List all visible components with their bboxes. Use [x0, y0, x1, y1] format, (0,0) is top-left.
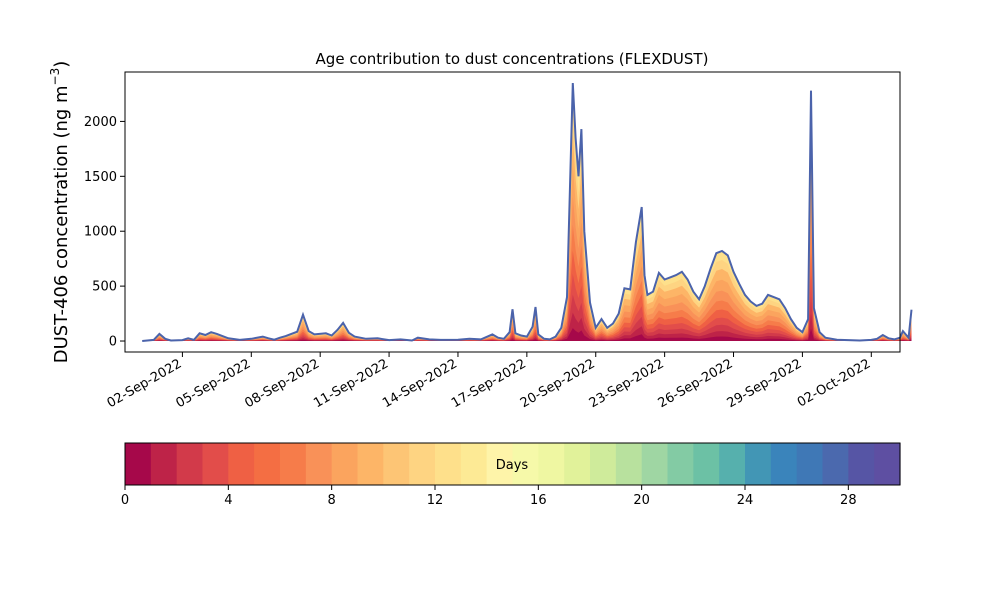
colorbar-swatch: [460, 443, 488, 485]
plot-area: [124, 71, 913, 353]
y-tick-label: 1000: [84, 225, 117, 240]
colorbar-tick-label: 16: [530, 493, 547, 508]
plot-frame: [124, 71, 901, 353]
colorbar-swatch: [409, 443, 436, 485]
colorbar-swatch: [641, 443, 669, 485]
chart-title: Age contribution to dust concentrations …: [316, 50, 709, 68]
colorbar-swatch: [228, 443, 255, 485]
y-axis: 0 500 1000 1500 2000: [84, 115, 125, 350]
colorbar-swatch: [822, 443, 849, 485]
colorbar-swatch: [202, 443, 229, 485]
colorbar-swatch: [667, 443, 694, 485]
colorbar-swatch: [486, 443, 514, 485]
y-axis-label-close: ): [51, 61, 72, 68]
colorbar-swatch: [176, 443, 204, 485]
colorbar-tick-label: 0: [121, 493, 129, 508]
colorbar-tick-label: 12: [427, 493, 444, 508]
total-concentration-line: [142, 82, 913, 342]
age-layer-0: [142, 328, 912, 341]
colorbar-swatch: [305, 443, 333, 485]
colorbar-swatch: [435, 443, 462, 485]
colorbar-swatch: [254, 443, 281, 485]
colorbar-tick-label: 20: [633, 493, 650, 508]
colorbar-tick-label: 8: [328, 493, 336, 508]
y-tick-label: 1500: [84, 170, 117, 185]
colorbar-swatches: [125, 443, 901, 485]
y-axis-label: DUST-406 concentration (ng m−3): [48, 61, 72, 364]
age-layer-1: [142, 312, 912, 341]
colorbar-swatch: [796, 443, 824, 485]
colorbar-swatch: [331, 443, 359, 485]
colorbar-swatch: [383, 443, 410, 485]
colorbar-swatch: [719, 443, 746, 485]
colorbar-swatch: [357, 443, 384, 485]
age-layer-3: [142, 273, 912, 341]
colorbar: Days 0 4 8 12 16 20 24 28: [121, 442, 901, 508]
colorbar-swatch: [150, 443, 178, 485]
colorbar-swatch: [125, 443, 152, 485]
age-layer-2: [142, 294, 912, 341]
colorbar-swatch: [590, 443, 617, 485]
colorbar-ticks: 0 4 8 12 16 20 24 28: [121, 485, 857, 508]
colorbar-swatch: [693, 443, 720, 485]
colorbar-swatch: [564, 443, 591, 485]
y-tick-label: 500: [92, 280, 117, 295]
colorbar-swatch: [848, 443, 875, 485]
y-tick-label: 0: [109, 335, 117, 350]
y-axis-label-superscript: −3: [48, 68, 62, 86]
colorbar-swatch: [615, 443, 643, 485]
colorbar-swatch: [280, 443, 307, 485]
colorbar-tick-label: 28: [840, 493, 857, 508]
colorbar-swatch: [538, 443, 565, 485]
colorbar-swatch: [874, 443, 901, 485]
colorbar-swatch: [770, 443, 798, 485]
colorbar-frame: [124, 442, 901, 486]
colorbar-tick-label: 4: [224, 493, 232, 508]
colorbar-label: Days: [496, 458, 529, 473]
colorbar-swatch: [512, 443, 539, 485]
y-axis-label-main: DUST-406 concentration (ng m: [51, 85, 72, 363]
y-tick-label: 2000: [84, 115, 117, 130]
age-layers: [142, 83, 912, 341]
colorbar-tick-label: 24: [737, 493, 754, 508]
colorbar-swatch: [745, 443, 772, 485]
